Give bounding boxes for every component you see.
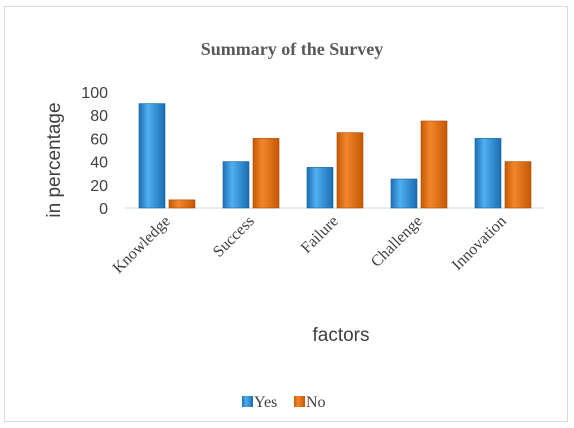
legend-swatch-yes	[242, 396, 253, 407]
bar-yes-innovation	[474, 138, 502, 209]
bar-no-failure	[336, 132, 364, 209]
category-label: Success	[210, 213, 258, 261]
bar-yes-failure	[306, 167, 334, 209]
legend-label-yes: Yes	[254, 394, 277, 411]
y-tick-label: 40	[90, 155, 108, 172]
y-tick-label: 20	[90, 178, 108, 195]
category-label: Innovation	[449, 213, 510, 274]
category-labels: Knowledge Success Failure Challenge Innovati…	[110, 213, 510, 277]
chart-frame	[4, 6, 568, 422]
category-label: Failure	[298, 213, 342, 257]
bars	[138, 103, 532, 209]
x-axis-label: factors	[312, 325, 369, 346]
bar-no-success	[252, 138, 280, 209]
chart-title: Summary of the Survey	[201, 39, 384, 59]
category-label: Challenge	[368, 213, 426, 271]
y-tick-label: 100	[81, 85, 108, 102]
y-tick-label: 80	[90, 108, 108, 125]
category-label: Knowledge	[110, 213, 174, 277]
legend-swatch-no	[294, 396, 305, 407]
y-tick-label: 0	[99, 201, 108, 218]
y-tick-label: 60	[90, 131, 108, 148]
bar-no-knowledge	[168, 199, 196, 209]
bar-yes-challenge	[390, 178, 418, 209]
legend: Yes No	[242, 394, 326, 411]
legend-label-no: No	[306, 394, 326, 411]
y-ticks: 0 20 40 60 80 100	[81, 85, 108, 218]
bar-no-innovation	[504, 161, 532, 209]
y-axis-label: in percentage	[44, 102, 65, 217]
bar-yes-success	[222, 161, 250, 209]
bar-no-challenge	[420, 120, 448, 209]
bar-yes-knowledge	[138, 103, 166, 209]
